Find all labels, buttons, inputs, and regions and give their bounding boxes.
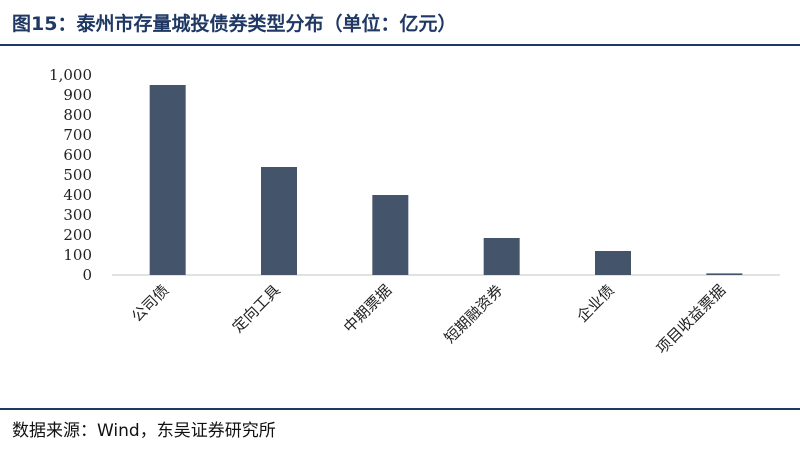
bar (706, 273, 743, 275)
bar (149, 85, 186, 275)
y-tick-label: 400 (63, 186, 92, 204)
bottom-divider (0, 408, 800, 410)
x-tick-label: 短期融资券 (441, 281, 507, 347)
bar (372, 195, 409, 275)
y-tick-label: 500 (63, 166, 92, 184)
y-tick-label: 100 (63, 246, 92, 264)
figure-title: 图15：泰州市存量城投债券类型分布（单位：亿元） (12, 12, 457, 35)
y-tick-label: 200 (63, 226, 92, 244)
y-tick-label: 300 (63, 206, 92, 224)
x-tick-label: 中期票据 (340, 281, 395, 336)
y-tick-label: 700 (63, 126, 92, 144)
y-tick-label: 0 (82, 266, 92, 284)
bar (483, 238, 520, 275)
title-bar: 图15：泰州市存量城投债券类型分布（单位：亿元） (0, 0, 800, 44)
x-tick-label: 定向工具 (229, 281, 284, 336)
x-tick-label: 项目收益票据 (653, 281, 729, 357)
x-tick-label: 企业债 (573, 281, 618, 326)
source-note: 数据来源：Wind，东吴证券研究所 (12, 421, 276, 441)
y-tick-label: 900 (63, 86, 92, 104)
bar (261, 167, 297, 275)
y-tick-label: 800 (63, 106, 92, 124)
y-tick-label: 1,000 (49, 66, 92, 84)
x-tick-label: 公司债 (128, 281, 173, 326)
y-tick-label: 600 (63, 146, 92, 164)
top-divider (0, 44, 800, 46)
bar (595, 251, 631, 275)
bar-chart: 0 100 200 300 400 500 600 700 800 900 1,000 公司债 定向工具… (49, 66, 780, 357)
